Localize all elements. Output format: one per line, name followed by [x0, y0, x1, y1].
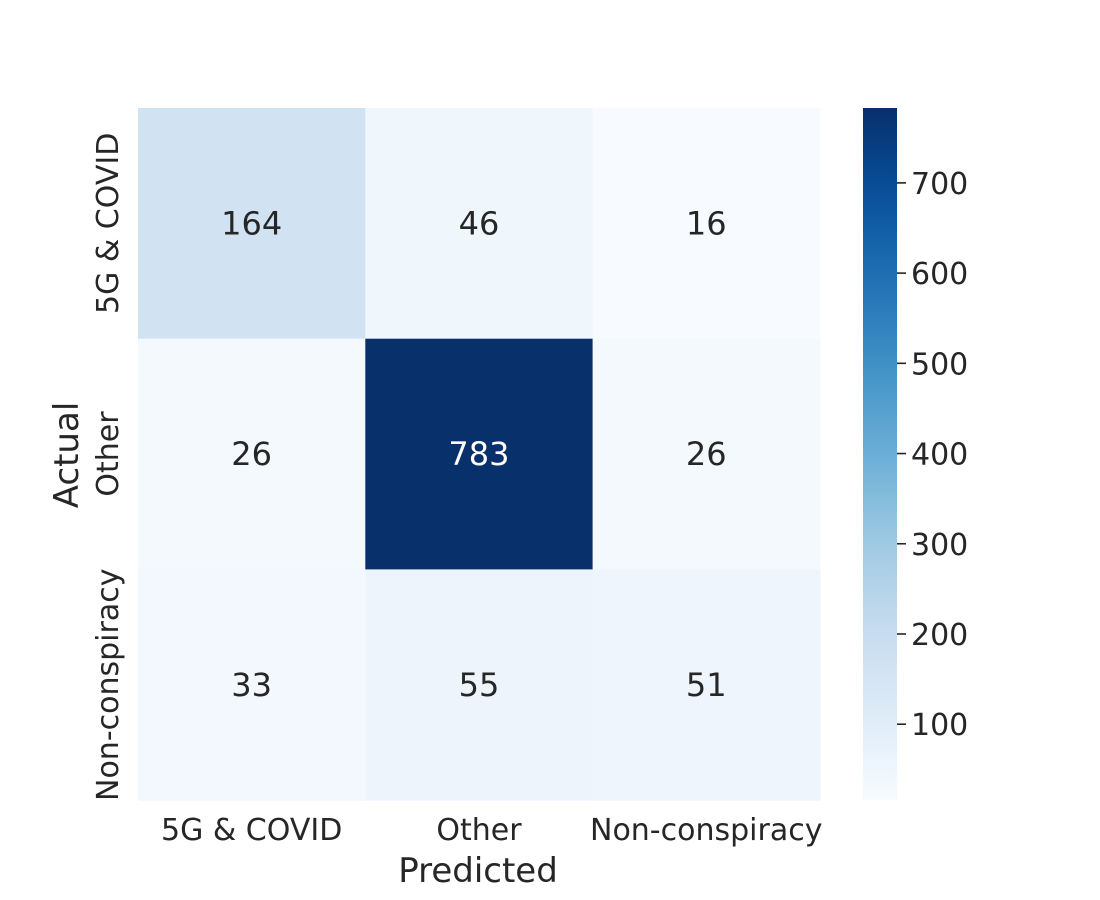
cell-annotations: 164 46 16 26 783 26 33 55 51 — [221, 204, 726, 703]
cell-annotation: 783 — [448, 435, 509, 473]
heatmap-cell — [592, 108, 821, 340]
heatmap-cell — [365, 569, 594, 801]
cell-annotation: 16 — [686, 204, 727, 242]
heatmap-cell — [365, 108, 594, 340]
heatmap-cell — [592, 569, 821, 801]
cell-annotation: 51 — [686, 666, 727, 704]
y-tick-label: Non-conspiracy — [91, 569, 126, 801]
colorbar-tick-label: 600 — [911, 257, 968, 292]
colorbar-ticks: 100 200 300 400 500 600 700 — [897, 167, 968, 743]
x-tick-label: 5G & COVID — [161, 813, 342, 848]
heatmap-cell — [592, 338, 821, 570]
y-tick-label: 5G & COVID — [91, 133, 126, 314]
x-tick-label: Non-conspiracy — [590, 813, 822, 848]
colorbar-tick-label: 300 — [911, 528, 968, 563]
y-axis-label: Actual — [47, 402, 87, 509]
colorbar-tick-label: 400 — [911, 438, 968, 473]
heatmap-cells — [138, 108, 821, 801]
cell-annotation: 55 — [459, 666, 500, 704]
y-tick-label: Other — [91, 411, 126, 497]
colorbar-tick-label: 500 — [911, 347, 968, 382]
colorbar-tick-label: 200 — [911, 618, 968, 653]
cell-annotation: 33 — [231, 666, 272, 704]
cell-annotation: 164 — [221, 204, 282, 242]
y-tick-labels: 5G & COVID Other Non-conspiracy — [91, 133, 126, 801]
x-tick-labels: 5G & COVID Other Non-conspiracy — [161, 813, 822, 848]
cell-annotation: 46 — [459, 204, 500, 242]
colorbar-tick-label: 100 — [911, 708, 968, 743]
heatmap-cell — [138, 108, 366, 340]
colorbar — [863, 108, 897, 800]
colorbar-tick-label: 700 — [911, 167, 968, 202]
heatmap-cell — [365, 338, 594, 570]
cell-annotation: 26 — [231, 435, 272, 473]
heatmap-cell — [138, 338, 366, 570]
heatmap-cell — [138, 569, 366, 801]
x-tick-label: Other — [436, 813, 522, 848]
cell-annotation: 26 — [686, 435, 727, 473]
x-axis-label: Predicted — [398, 851, 558, 891]
